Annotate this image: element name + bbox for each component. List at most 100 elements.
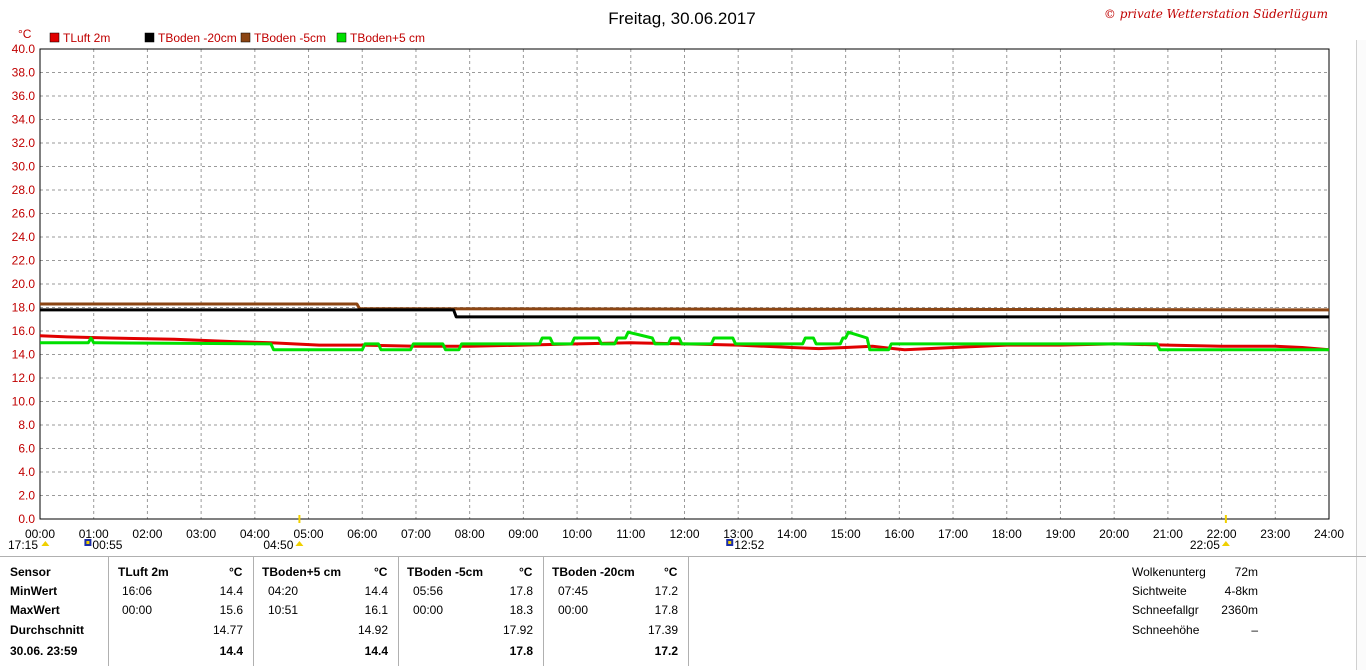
legend-swatch: [144, 32, 155, 43]
average-value: 17.92: [502, 623, 533, 637]
unit-label: °C: [229, 565, 243, 579]
y-tick-label: 16.0: [12, 324, 36, 338]
y-tick-label: 38.0: [12, 66, 36, 80]
stats-divider: [253, 556, 254, 666]
y-tick-label: 8.0: [18, 418, 35, 432]
unit-label: °C: [519, 565, 533, 579]
legend-swatch: [336, 32, 347, 43]
event-time-label: 22:05: [1190, 538, 1220, 552]
row-label-max: MaxWert: [10, 603, 60, 617]
chart-title: Freitag, 30.06.2017: [608, 9, 755, 28]
event-time-label: 04:50: [263, 538, 293, 552]
temperature-chart: Freitag, 30.06.2017 © private Wetterstat…: [8, 7, 1366, 552]
stats-top-border: [0, 556, 1366, 557]
y-tick-label: 32.0: [12, 136, 36, 150]
y-tick-label: 20.0: [12, 277, 36, 291]
cloud-base-label: Wolkenunterg: [1132, 565, 1206, 579]
cloud-base-value: 72m: [1234, 565, 1258, 579]
y-tick-label: 40.0: [12, 42, 36, 56]
x-tick-label: 08:00: [455, 527, 485, 541]
event-time-label: 17:15: [8, 538, 38, 552]
x-tick-label: 23:00: [1260, 527, 1290, 541]
row-label-last: 30.06. 23:59: [10, 644, 78, 658]
snowfall-limit-label: Schneefallgr: [1132, 603, 1199, 617]
max-time: 00:00: [558, 603, 589, 617]
x-tick-label: 19:00: [1045, 527, 1075, 541]
event-time-label: 00:55: [92, 538, 122, 552]
row-label-average: Durchschnitt: [10, 623, 85, 637]
series-line: [40, 330, 1329, 352]
average-value: 14.92: [357, 623, 388, 637]
legend-label: TBoden -20cm: [158, 31, 237, 45]
legend-label: TLuft 2m: [63, 31, 110, 45]
x-tick-label: 05:00: [294, 527, 324, 541]
x-tick-label: 24:00: [1314, 527, 1344, 541]
average-value: 14.77: [212, 623, 243, 637]
visibility-label: Sichtweite: [1132, 584, 1187, 598]
max-value: 15.6: [219, 603, 243, 617]
x-tick-label: 03:00: [186, 527, 216, 541]
x-tick-label: 11:00: [616, 527, 645, 541]
x-tick-label: 21:00: [1153, 527, 1183, 541]
stats-divider: [108, 556, 109, 666]
average-value: 17.39: [647, 623, 678, 637]
x-tick-label: 04:00: [240, 527, 270, 541]
col-header-tboden-minus5: TBoden -5cm: [407, 565, 484, 579]
x-tick-label: 22:00: [1207, 527, 1237, 541]
max-time: 00:00: [122, 603, 153, 617]
snowfall-limit-value: 2360m: [1221, 603, 1258, 617]
y-tick-label: 0.0: [18, 512, 35, 526]
min-time: 04:20: [268, 584, 299, 598]
x-tick-label: 16:00: [884, 527, 914, 541]
legend-label: TBoden+5 cm: [350, 31, 425, 45]
y-tick-label: 4.0: [18, 465, 35, 479]
y-tick-label: 28.0: [12, 183, 36, 197]
max-value: 18.3: [509, 603, 533, 617]
y-tick-label: 2.0: [18, 489, 35, 503]
y-tick-label: 14.0: [12, 348, 36, 362]
y-tick-label: 6.0: [18, 442, 35, 456]
y-tick-label: 10.0: [12, 395, 36, 409]
last-value: 17.8: [509, 644, 533, 658]
x-tick-label: 15:00: [831, 527, 861, 541]
legend-swatch: [240, 32, 251, 43]
legend-swatch: [49, 32, 60, 43]
x-tick-label: 13:00: [723, 527, 753, 541]
series-line: [40, 302, 1330, 312]
plot-frame: [39, 48, 1330, 520]
sunset-icon: [1221, 541, 1230, 546]
x-tick-label: 12:00: [669, 527, 699, 541]
x-tick-label: 07:00: [401, 527, 431, 541]
vertical-scrollbar[interactable]: [1356, 40, 1366, 670]
max-time: 10:51: [268, 603, 299, 617]
stats-divider: [398, 556, 399, 666]
y-axis-ticks: 0.0 2.0 4.0 6.0 8.0 10.0 12.0 14.0 16.0 18.0 20.0 2…: [12, 42, 36, 526]
min-value: 17.2: [654, 584, 678, 598]
last-value: 17.2: [654, 644, 678, 658]
min-time: 07:45: [558, 584, 589, 598]
x-tick-label: 20:00: [1099, 527, 1129, 541]
grid-layer: [40, 49, 1329, 519]
min-time: 16:06: [122, 584, 153, 598]
max-time: 00:00: [413, 603, 444, 617]
copyright-text: © private Wetterstation Süderlügum: [1104, 7, 1328, 21]
x-tick-label: 10:00: [562, 527, 592, 541]
col-header-tboden-plus5: TBoden+5 cm: [262, 565, 342, 579]
unit-label: °C: [664, 565, 678, 579]
y-tick-label: 18.0: [12, 301, 36, 315]
y-axis-unit: °C: [18, 27, 32, 41]
stats-divider: [688, 556, 689, 666]
max-value: 16.1: [364, 603, 388, 617]
series-line: [40, 308, 1329, 319]
unit-label: °C: [374, 565, 388, 579]
event-time-label: 12:52: [734, 538, 764, 552]
chart-legend: TLuft 2m TBoden -20cm TBoden -5cm TBoden+5 …: [49, 31, 425, 45]
y-tick-label: 30.0: [12, 160, 36, 174]
stats-divider: [543, 556, 544, 666]
x-tick-label: 01:00: [79, 527, 109, 541]
astronomy-events: 17:15 00:55 04:50 12:52 22:05: [8, 515, 1230, 552]
row-label-sensor: Sensor: [10, 565, 51, 579]
min-value: 14.4: [219, 584, 243, 598]
statistics-panel: Sensor MinWert MaxWert Durchschnitt 30.0…: [0, 556, 1366, 670]
x-tick-label: 02:00: [132, 527, 162, 541]
